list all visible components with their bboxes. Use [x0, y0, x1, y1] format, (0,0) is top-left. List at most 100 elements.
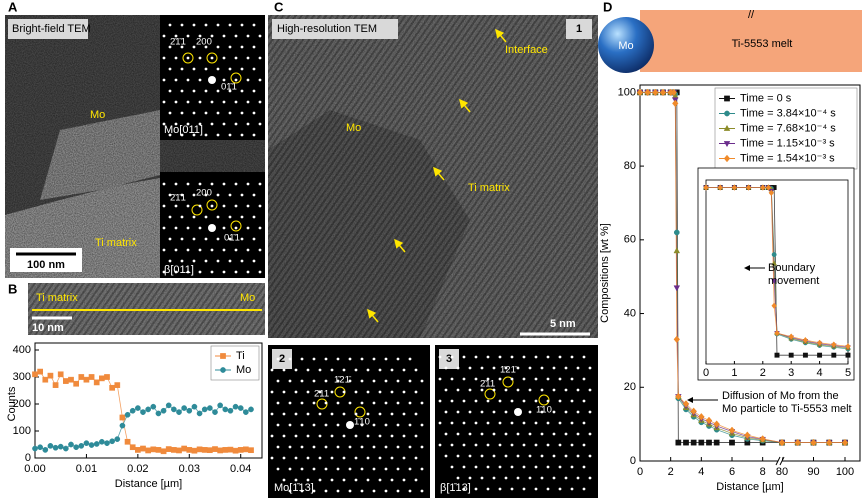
phase-label: Ti matrix [36, 292, 78, 304]
diffraction-spot [270, 434, 274, 438]
diffraction-spot [162, 122, 166, 126]
diffraction-spot [270, 456, 274, 460]
diffraction-spot [222, 78, 226, 82]
diffraction-spot [462, 355, 466, 359]
diffraction-spot [582, 487, 586, 491]
diffraction-spot [198, 78, 202, 82]
diffraction-spot [558, 355, 562, 359]
diffraction-spot [480, 454, 484, 458]
diffraction-spot [168, 259, 172, 263]
diffraction-spot [270, 390, 274, 394]
diffraction-spot [186, 182, 190, 186]
diffraction-spot [204, 237, 208, 241]
diffraction-spot [234, 78, 238, 82]
diffraction-spot [582, 377, 586, 381]
diffraction-spot [162, 100, 166, 104]
diffraction-spot [492, 432, 496, 436]
marker [93, 379, 100, 386]
spot-label: 01̄1 [221, 82, 237, 93]
marker [207, 447, 213, 454]
spot-circle [206, 52, 218, 64]
diffraction-spot [522, 421, 526, 425]
marker [155, 447, 162, 453]
label-box [272, 349, 292, 369]
diffraction-spot [456, 366, 460, 370]
spot-label: 1̄10 [536, 405, 552, 416]
legend-label: Time = 1.15×10⁻³ s [740, 137, 835, 149]
diffraction-spot [348, 489, 352, 493]
diffraction-spot [204, 45, 208, 49]
marker [83, 376, 90, 383]
marker [73, 380, 79, 387]
diffraction-spot [216, 237, 220, 241]
marker [160, 407, 167, 414]
diffraction-spot [498, 443, 502, 447]
diffraction-spot [180, 23, 184, 27]
marker [232, 447, 239, 454]
diffraction-spot [534, 443, 538, 447]
diffraction-spot [546, 487, 550, 491]
marker [88, 442, 95, 448]
diffraction-spot [588, 432, 592, 436]
marker [201, 447, 208, 453]
diffraction-spot [204, 89, 208, 93]
diffraction-spot [540, 410, 544, 414]
x-tick-label: 0.04 [230, 463, 251, 475]
diffraction-spot [534, 487, 538, 491]
diffraction-spot [582, 399, 586, 403]
diffraction-spot [162, 270, 166, 274]
diffraction-spot [462, 487, 466, 491]
marker [659, 88, 667, 97]
diffraction-spot [222, 204, 226, 208]
diffraction-spot [516, 454, 520, 458]
series-line [640, 91, 845, 443]
diffraction-spot [402, 368, 406, 372]
diffraction-spot [378, 368, 382, 372]
diffraction-spot [384, 423, 388, 427]
diffraction-spot [300, 467, 304, 471]
diffraction-spot [534, 399, 538, 403]
marker [145, 406, 151, 413]
diffraction-spot [204, 23, 208, 27]
spot-circle [354, 406, 366, 418]
diffraction-spot [336, 467, 340, 471]
marker [145, 447, 151, 454]
diffraction-spot [300, 357, 304, 361]
marker [816, 339, 823, 347]
spot-circle [191, 204, 203, 216]
scale-box [10, 248, 82, 272]
diffraction-spot [234, 182, 238, 186]
annotation: Boundary [768, 262, 816, 274]
axis-break [779, 456, 785, 466]
diffraction-spot [498, 377, 502, 381]
diffraction-spot [396, 467, 400, 471]
scale-label: 100 nm [27, 259, 65, 271]
diffraction-spot [552, 388, 556, 392]
marker [831, 352, 837, 358]
diffraction-spot [378, 478, 382, 482]
diffraction-spot [558, 443, 562, 447]
x-tick-label: 1 [731, 367, 737, 379]
diffraction-spot [360, 489, 364, 493]
marker [217, 447, 223, 454]
diffraction-spot [204, 215, 208, 219]
x-tick-label: 2 [760, 367, 766, 379]
diffraction-spot [534, 465, 538, 469]
diffraction-spot [408, 379, 412, 383]
diffraction-spot [516, 476, 520, 480]
marker [728, 426, 736, 435]
spot-label: 2̄11 [480, 379, 495, 390]
diffraction-spot [234, 204, 238, 208]
diffraction-spot [570, 465, 574, 469]
marker [778, 438, 786, 447]
diffraction-spot [450, 355, 454, 359]
diffraction-spot [210, 34, 214, 38]
diffraction-spot [588, 476, 592, 480]
break-mark: // [748, 9, 755, 21]
diffraction-spot [462, 399, 466, 403]
marker [220, 353, 226, 359]
diffraction-spot [216, 193, 220, 197]
diffraction-spot [486, 399, 490, 403]
marker [774, 329, 780, 337]
diffraction-spot [198, 122, 202, 126]
